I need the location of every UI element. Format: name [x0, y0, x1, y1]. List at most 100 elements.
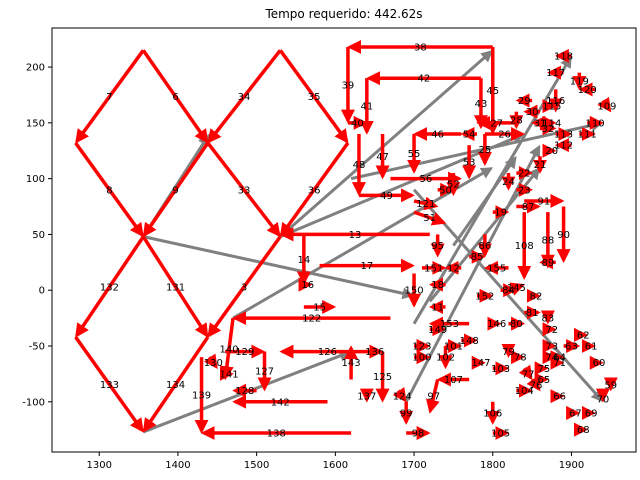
edge-label: 27: [490, 118, 503, 129]
route-edge: [207, 235, 282, 338]
edge-label: 21: [534, 160, 547, 171]
x-axis-ticks: 1300 1400 1500 1600 1700 1800 1900: [86, 452, 584, 471]
edge-label: 118: [554, 51, 573, 62]
edge-label: 107: [444, 375, 463, 386]
edge-label: 102: [436, 353, 455, 364]
edge-label: 8: [106, 185, 112, 196]
edge-label: 38: [414, 42, 427, 53]
edge-label: 19: [494, 208, 507, 219]
edge-label: 131: [166, 282, 185, 293]
edge-label: 89: [541, 258, 554, 269]
edge-label: 78: [514, 353, 527, 364]
edge-label: 75: [538, 364, 551, 375]
route-edge: [392, 386, 407, 403]
edge-label: 110: [586, 118, 605, 129]
y-tick-label: -100: [22, 397, 45, 408]
edge-label: 150: [405, 286, 424, 297]
y-axis-ticks: -100 -50 0 50 100 150 200: [22, 63, 52, 408]
edge-label: 9: [172, 185, 178, 196]
route-edge: [279, 141, 350, 238]
edge-label: 41: [360, 102, 373, 113]
edge-label: 64: [553, 353, 566, 364]
edge-label: 22: [518, 169, 531, 180]
edge-label: 120: [578, 85, 597, 96]
edge-label: 137: [357, 392, 376, 403]
edge-label: 16: [301, 280, 314, 291]
edge-label: 29: [518, 96, 531, 107]
edge-label: 51: [423, 213, 436, 224]
edge-label: 79: [502, 347, 515, 358]
edge-label: 87: [522, 202, 535, 213]
route-edge: [141, 235, 209, 338]
x-tick-label: 1300: [86, 460, 111, 471]
edge-label: 62: [577, 330, 590, 341]
edge-label: 3: [241, 282, 247, 293]
edge-label: 116: [546, 96, 565, 107]
edge-label: 134: [166, 380, 185, 391]
edge-label: 77: [522, 369, 535, 380]
edge-label: 43: [475, 99, 488, 110]
edge-label: 132: [100, 282, 119, 293]
edge-label: 32: [541, 124, 554, 135]
chart-title: Tempo requerido: 442.62s: [264, 7, 422, 21]
edge-label: 55: [408, 149, 421, 160]
edge-label: 100: [412, 353, 431, 364]
edge-label: 126: [318, 347, 337, 358]
edge-label: 147: [471, 358, 490, 369]
route-edge: [278, 49, 349, 144]
edge-label: 103: [491, 364, 510, 375]
edge-label: 148: [460, 336, 479, 347]
edge-label: 149: [428, 325, 447, 336]
edge-label: 122: [302, 314, 321, 325]
edge-label: 114: [542, 118, 561, 129]
y-tick-label: 200: [26, 63, 45, 74]
edge-label: 152: [475, 291, 494, 302]
edge-label: 67: [569, 408, 582, 419]
edge-label: 128: [235, 386, 254, 397]
edge-label: 106: [483, 408, 502, 419]
edge-label: 70: [597, 395, 610, 406]
edge-label: 17: [360, 261, 373, 272]
y-tick-label: 50: [32, 230, 45, 241]
edge-label: 129: [235, 347, 254, 358]
edge-label: 142: [271, 397, 290, 408]
edge-label: 63: [565, 342, 578, 353]
edge-label: 121: [416, 199, 435, 210]
edge-label: 95: [431, 241, 444, 252]
edge-label: 82: [530, 291, 543, 302]
edge-label: 104: [515, 386, 534, 397]
edge-label: 136: [365, 347, 384, 358]
edge-label: 15: [313, 302, 326, 313]
edge-label: 24: [502, 177, 515, 188]
route-edge: [507, 282, 525, 296]
edge-label: 20: [545, 146, 558, 157]
plot-frame: [51, 27, 637, 453]
x-tick-label: 1500: [244, 460, 269, 471]
edge-label: 23: [518, 185, 531, 196]
edge-label: 85: [471, 252, 484, 263]
edge-label: 145: [507, 283, 526, 294]
edge-label: 91: [538, 196, 551, 207]
edge-label: 31: [534, 118, 547, 129]
edge-label: 56: [419, 174, 432, 185]
edge-label: 72: [545, 325, 558, 336]
x-tick-label: 1900: [559, 460, 584, 471]
route-edge: [206, 141, 281, 238]
edge-label: 117: [546, 68, 565, 79]
edge-label: 139: [192, 391, 211, 402]
edge-label: 101: [444, 342, 463, 353]
edge-label: 153: [440, 319, 459, 330]
edge-label: 61: [585, 342, 598, 353]
edge-label: 34: [238, 92, 251, 103]
edge-label: 86: [479, 241, 492, 252]
edge-label: 99: [400, 408, 413, 419]
edge-label: 47: [376, 152, 389, 163]
edge-label: 52: [447, 180, 460, 191]
edge-label: 109: [597, 102, 616, 113]
y-tick-label: 0: [39, 286, 45, 297]
y-tick-label: 100: [26, 174, 45, 185]
edge-label: 143: [342, 358, 361, 369]
edge-label: 141: [220, 369, 239, 380]
edge-label: 14: [297, 255, 310, 266]
